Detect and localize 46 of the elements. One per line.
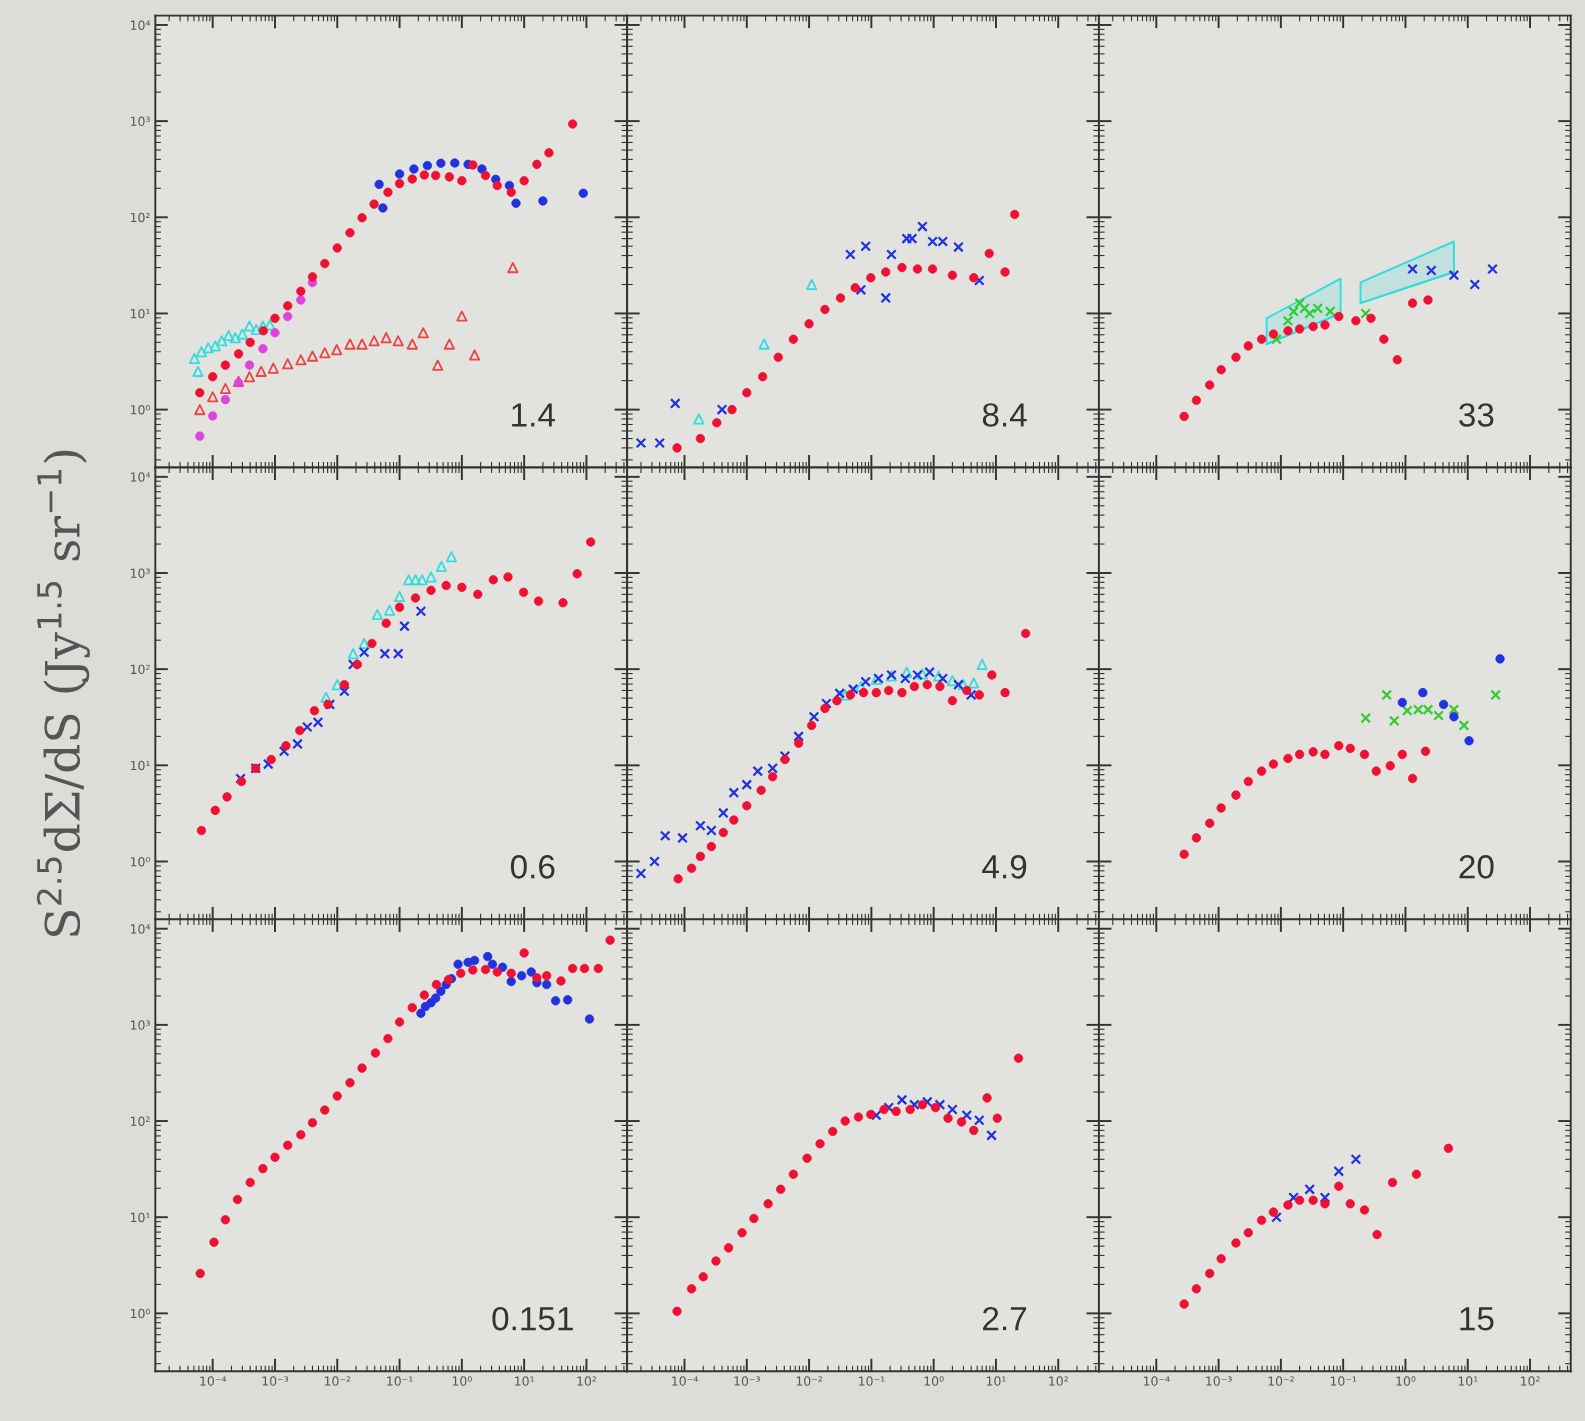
annotation: 20 bbox=[1459, 855, 1494, 879]
x-tick-label: 10⁻⁴ bbox=[200, 1376, 227, 1386]
annotation: 4.9 bbox=[982, 855, 1027, 879]
annotation: 15 bbox=[1460, 1307, 1494, 1331]
y-axis-title: S$^{2.5}$dΣ/dS (Jy$^{1.5}$ sr$^{−1}$) bbox=[36, 450, 90, 936]
x-tick-label: 10⁻² bbox=[324, 1376, 351, 1386]
x-tick-label: 10² bbox=[577, 1376, 597, 1386]
annotation: 2.7 bbox=[983, 1306, 1027, 1331]
x-tick-label: 10¹ bbox=[1458, 1376, 1478, 1386]
y-tick-label: 10⁴ bbox=[130, 20, 151, 30]
annotation: 8.4 bbox=[982, 403, 1027, 427]
x-tick-label: 10⁻² bbox=[796, 1376, 823, 1386]
x-tick-label: 10⁻⁴ bbox=[672, 1376, 698, 1386]
annotation: 0.151 bbox=[492, 1306, 573, 1331]
x-tick-label: 10¹ bbox=[986, 1376, 1006, 1386]
y-tick-label: 10⁴ bbox=[130, 472, 151, 482]
annotation: 1.4 bbox=[512, 403, 555, 427]
y-tick-label: 10² bbox=[130, 212, 150, 223]
x-tick-label: 10¹ bbox=[515, 1376, 534, 1386]
y-tick-label: 10¹ bbox=[130, 1212, 150, 1223]
x-tick-label: 10⁻³ bbox=[262, 1376, 289, 1386]
y-tick-label: 10³ bbox=[130, 116, 150, 127]
y-tick-label: 10² bbox=[130, 664, 150, 675]
x-tick-label: 10⁻¹ bbox=[387, 1376, 413, 1386]
y-tick-label: 10¹ bbox=[130, 760, 150, 771]
x-tick-label: 10⁻⁴ bbox=[1143, 1376, 1170, 1386]
x-tick-label: 10⁻³ bbox=[1206, 1376, 1232, 1386]
y-tick-label: 10⁰ bbox=[130, 405, 151, 415]
y-tick-label: 10² bbox=[130, 1116, 150, 1126]
annotation: 33 bbox=[1459, 403, 1494, 427]
x-tick-label: 10⁻³ bbox=[734, 1376, 760, 1386]
y-tick-label: 10³ bbox=[130, 568, 150, 578]
x-tick-label: 10⁻¹ bbox=[1330, 1376, 1357, 1386]
y-tick-label: 10⁰ bbox=[130, 1308, 151, 1319]
y-tick-label: 10⁴ bbox=[130, 924, 151, 934]
y-tick-label: 10⁰ bbox=[130, 856, 151, 867]
y-tick-label: 10¹ bbox=[130, 308, 150, 319]
x-tick-label: 10⁰ bbox=[452, 1376, 472, 1386]
x-tick-label: 10² bbox=[1520, 1376, 1540, 1386]
x-tick-label: 10² bbox=[1049, 1376, 1068, 1386]
x-tick-label: 10⁰ bbox=[1396, 1376, 1416, 1386]
x-tick-label: 10⁻¹ bbox=[858, 1376, 885, 1386]
x-tick-label: 10⁻² bbox=[1268, 1376, 1294, 1386]
annotation: 0.6 bbox=[510, 855, 555, 879]
y-tick-label: 10³ bbox=[130, 1020, 150, 1030]
x-tick-label: 10⁰ bbox=[924, 1376, 944, 1386]
